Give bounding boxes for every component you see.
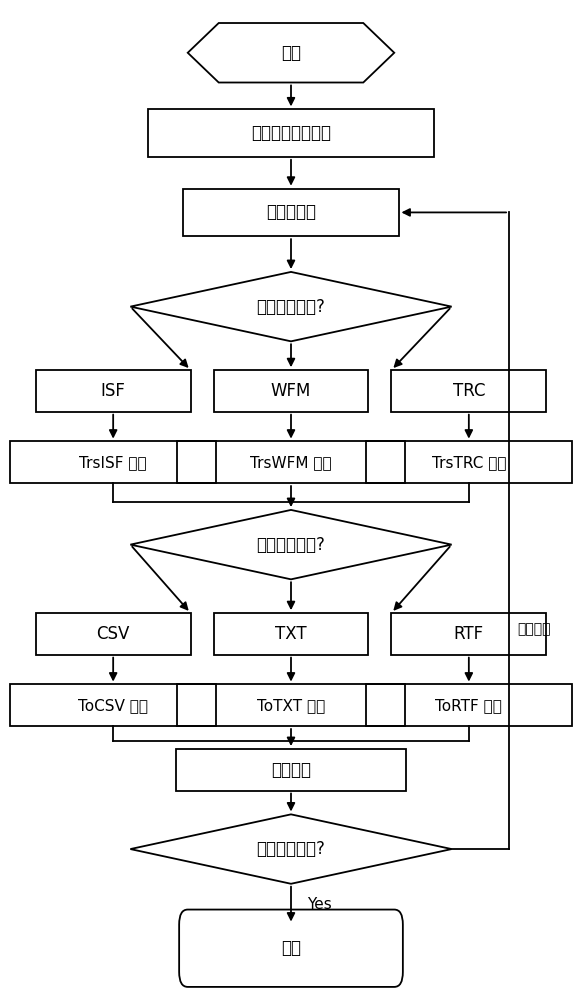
Text: ISF: ISF bbox=[101, 382, 126, 400]
Text: TXT: TXT bbox=[275, 625, 307, 643]
Text: 波形文件判读?: 波形文件判读? bbox=[257, 298, 325, 316]
Text: 输出文件: 输出文件 bbox=[271, 761, 311, 779]
Bar bbox=[183, 189, 399, 236]
Bar bbox=[214, 370, 368, 412]
Text: CSV: CSV bbox=[97, 625, 130, 643]
Text: TrsTRC 函数: TrsTRC 函数 bbox=[432, 455, 506, 470]
Text: WFM: WFM bbox=[271, 382, 311, 400]
Text: 遍历文件夹: 遍历文件夹 bbox=[266, 203, 316, 221]
Bar bbox=[10, 441, 217, 483]
Bar bbox=[148, 109, 434, 157]
Text: 开始: 开始 bbox=[281, 44, 301, 62]
Text: 下个文件: 下个文件 bbox=[517, 622, 551, 636]
Bar bbox=[214, 613, 368, 655]
Text: TRC: TRC bbox=[453, 382, 485, 400]
Text: ToRTF 函数: ToRTF 函数 bbox=[435, 698, 502, 713]
Text: TrsWFM 函数: TrsWFM 函数 bbox=[250, 455, 332, 470]
Bar bbox=[365, 441, 572, 483]
Text: 转换格式判读?: 转换格式判读? bbox=[257, 536, 325, 554]
Text: 转换文件格式确定: 转换文件格式确定 bbox=[251, 124, 331, 142]
Bar bbox=[36, 613, 191, 655]
Text: ToCSV 函数: ToCSV 函数 bbox=[78, 698, 148, 713]
Bar bbox=[178, 441, 404, 483]
Bar bbox=[36, 370, 191, 412]
Bar bbox=[365, 684, 572, 726]
Bar bbox=[391, 613, 546, 655]
Text: Yes: Yes bbox=[307, 897, 332, 912]
Text: 结束: 结束 bbox=[281, 939, 301, 957]
Bar bbox=[391, 370, 546, 412]
Bar bbox=[178, 684, 404, 726]
Bar bbox=[176, 749, 406, 791]
Text: 最后一个文件?: 最后一个文件? bbox=[257, 840, 325, 858]
Text: ToTXT 函数: ToTXT 函数 bbox=[257, 698, 325, 713]
Text: RTF: RTF bbox=[454, 625, 484, 643]
Text: TrsISF 函数: TrsISF 函数 bbox=[79, 455, 147, 470]
Bar bbox=[10, 684, 217, 726]
